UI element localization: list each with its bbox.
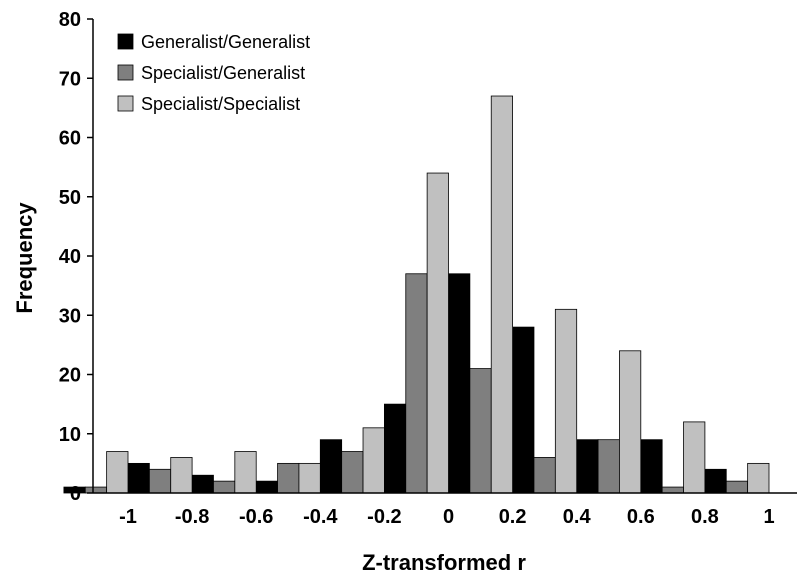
bar-specialist-generalist-0 [84, 486, 108, 494]
bar-generalist-generalist-2 [191, 474, 214, 494]
y-tick-label: 10 [59, 424, 81, 446]
bar-generalist-generalist-4 [319, 439, 343, 494]
legend-swatch [117, 33, 134, 50]
bar-specialist-specialist-10 [747, 462, 770, 494]
bar-specialist-generalist-2 [213, 480, 236, 494]
bar-generalist-generalist-9 [640, 439, 663, 494]
x-tick-label: -0.4 [303, 506, 338, 528]
bar-specialist-specialist-5 [426, 172, 449, 494]
y-tick-label: 20 [59, 365, 81, 387]
bar-specialist-generalist-9 [661, 486, 684, 494]
legend-label: Generalist/Generalist [141, 32, 310, 52]
bar-generalist-generalist-6 [448, 273, 471, 494]
bar-generalist-generalist-10 [704, 468, 727, 494]
bar-specialist-specialist-8 [619, 350, 642, 494]
y-tick-label: 60 [59, 128, 81, 150]
legend-swatch [117, 64, 134, 81]
legend-label: Specialist/Specialist [141, 94, 300, 114]
bar-specialist-generalist-6 [469, 368, 492, 494]
bar-specialist-specialist-0 [106, 451, 129, 494]
legend-label: Specialist/Generalist [141, 63, 305, 83]
x-tick-label: 0.2 [499, 506, 527, 528]
bar-specialist-generalist-3 [277, 462, 300, 494]
bar-specialist-generalist-8 [597, 439, 620, 494]
x-tick-label: -1 [119, 506, 137, 528]
y-tick-label: 30 [59, 305, 81, 327]
y-tick-label: 0 [70, 483, 81, 505]
x-tick-label: -0.2 [367, 506, 401, 528]
bar-generalist-generalist-7 [512, 326, 535, 494]
x-tick-label: 1 [763, 506, 774, 528]
legend-swatch [117, 95, 134, 112]
x-tick-label: 0.6 [627, 506, 655, 528]
bar-specialist-specialist-7 [554, 308, 578, 494]
x-axis-title: Z-transformed r [362, 550, 526, 575]
x-tick-label: -0.6 [239, 506, 273, 528]
x-tick-label: 0 [443, 506, 454, 528]
y-tick-label: 70 [59, 68, 81, 90]
y-tick-label: 50 [59, 187, 81, 209]
bar-specialist-specialist-6 [490, 95, 514, 494]
bar-specialist-specialist-4 [362, 427, 385, 494]
bar-generalist-generalist-5 [383, 403, 407, 494]
legend: Generalist/Generalist Specialist/Generali… [117, 32, 310, 114]
bar-specialist-generalist-10 [725, 480, 749, 494]
x-tick-label: 0.4 [563, 506, 592, 528]
bar-specialist-specialist-9 [683, 421, 706, 494]
bar-generalist-generalist-1 [127, 462, 150, 494]
x-tick-label: 0.8 [691, 506, 719, 528]
bar-specialist-generalist-5 [405, 273, 428, 494]
y-axis-title: Frequency [12, 202, 37, 314]
x-ticks: -1 -0.8 -0.6 -0.4 -0.2 0 0.2 0.4 0.6 0.8 1 [119, 506, 774, 528]
bar-generalist-generalist-3 [255, 480, 278, 494]
bar-specialist-specialist-2 [234, 451, 257, 494]
bar-specialist-generalist-4 [341, 451, 364, 494]
x-tick-label: -0.8 [175, 506, 209, 528]
bar-specialist-generalist-1 [148, 468, 172, 494]
bars [63, 95, 770, 494]
bar-specialist-generalist-7 [533, 457, 556, 494]
y-tick-label: 80 [59, 9, 81, 31]
y-tick-label: 40 [59, 246, 81, 268]
bar-specialist-specialist-3 [298, 462, 321, 494]
bar-generalist-generalist-8 [576, 439, 599, 494]
y-ticks: 0 10 20 30 40 50 60 70 80 [59, 9, 93, 505]
bar-specialist-specialist-1 [170, 457, 193, 494]
